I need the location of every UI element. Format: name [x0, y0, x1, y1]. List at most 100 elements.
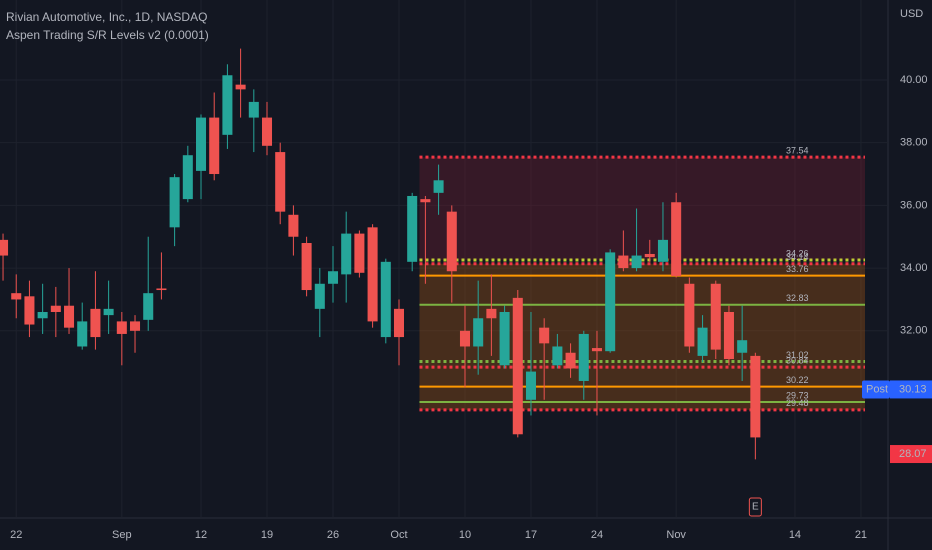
candle-body [473, 318, 484, 347]
sr-level-label: 37.54 [786, 145, 809, 155]
candle-body [301, 243, 312, 291]
support-zone [419, 263, 865, 410]
currency-label: USD [900, 8, 923, 20]
candle-body [275, 152, 286, 212]
x-tick-label: 17 [525, 529, 537, 541]
sr-level-label: 31.02 [786, 350, 809, 360]
candle-body [182, 155, 193, 200]
candle-body [380, 261, 391, 338]
candle-body [393, 308, 405, 338]
candle-body [116, 321, 127, 334]
candle-body [288, 214, 299, 237]
y-tick-label: 38.00 [900, 137, 928, 149]
sr-level-label: 33.76 [786, 264, 809, 274]
candle-body [64, 305, 75, 328]
candle-body [420, 199, 431, 203]
candle-body [156, 288, 167, 291]
candle-body [407, 195, 418, 262]
candle-body [605, 252, 616, 352]
x-tick-label: 26 [327, 529, 339, 541]
candle-body [222, 75, 233, 135]
candle-body [143, 293, 154, 320]
post-tag [862, 380, 890, 399]
candle-body [512, 297, 523, 435]
post-tag-label: Post [866, 383, 888, 395]
candle-body [103, 308, 114, 316]
candle-body [578, 333, 589, 381]
candle-body [552, 346, 563, 366]
y-tick-label: 40.00 [900, 74, 928, 86]
x-tick-label: 14 [789, 529, 801, 541]
candle-body [90, 308, 101, 338]
candle-body [591, 348, 602, 352]
candle-body [235, 84, 246, 90]
candle-body [209, 117, 220, 175]
candle-body [486, 308, 497, 319]
candle-body [50, 305, 61, 312]
candle-body [130, 321, 141, 331]
candle-body [37, 311, 48, 319]
indicator-title: Aspen Trading S/R Levels v2 (0.0001) [6, 28, 209, 42]
y-tick-label: 32.00 [900, 325, 928, 337]
candle-body [341, 233, 352, 275]
x-tick-label: 10 [459, 529, 471, 541]
candle-body [737, 340, 748, 353]
sr-level-label: 30.22 [786, 375, 809, 385]
candle-body [261, 117, 273, 146]
x-tick-label: Nov [666, 529, 686, 541]
earnings-label: E [752, 502, 759, 513]
x-tick-label: 21 [855, 529, 867, 541]
candle-body [169, 177, 180, 228]
candle-body [11, 293, 22, 300]
x-tick-label: Sep [112, 529, 132, 541]
candle-body [499, 311, 510, 366]
candle-body [433, 180, 444, 193]
y-tick-label: 34.00 [900, 262, 928, 274]
x-tick-label: Oct [390, 529, 407, 541]
candle-body [631, 255, 642, 269]
sr-level-label: 32.83 [786, 293, 809, 303]
x-tick-label: 24 [591, 529, 603, 541]
candle-body [248, 101, 259, 118]
candle-body [684, 283, 695, 347]
sr-level-label: 34.14 [786, 252, 809, 262]
last-price-tag [890, 445, 932, 464]
earnings-marker [748, 497, 762, 517]
candle-body [565, 352, 576, 369]
sr-level-label: 29.48 [786, 398, 809, 408]
resistance-zone [419, 157, 865, 260]
candle-body [314, 283, 325, 309]
candle-body [367, 227, 378, 322]
candle-body [354, 233, 365, 273]
chart-title: Rivian Automotive, Inc., 1D, NASDAQ [6, 10, 207, 24]
candles [0, 48, 761, 460]
candle-body [0, 239, 9, 256]
last-price-label: 28.07 [899, 448, 927, 460]
candle-body [618, 255, 629, 269]
candle-body [697, 327, 708, 356]
candle-body [77, 321, 88, 347]
candle-body [657, 239, 668, 262]
candle-body [644, 253, 655, 258]
candle-body [327, 271, 339, 284]
x-tick-label: 19 [261, 529, 273, 541]
candle-body [750, 355, 761, 438]
candle-body [459, 330, 471, 347]
post-price-tag [890, 380, 932, 399]
x-tick-label: 22 [10, 529, 22, 541]
sr-level-label: 30.84 [786, 356, 809, 366]
post-price-label: 30.13 [899, 383, 927, 395]
sr-level-label: 29.73 [786, 390, 809, 400]
candle-body [24, 296, 35, 325]
candle-body [539, 327, 550, 344]
candle-body [723, 311, 734, 360]
candle-body [671, 202, 682, 276]
candle-body [525, 371, 536, 400]
candle-body [195, 117, 207, 171]
x-tick-label: 12 [195, 529, 207, 541]
y-tick-label: 36.00 [900, 199, 928, 211]
sr-level-label: 34.26 [786, 248, 809, 258]
candle-body [710, 283, 721, 350]
